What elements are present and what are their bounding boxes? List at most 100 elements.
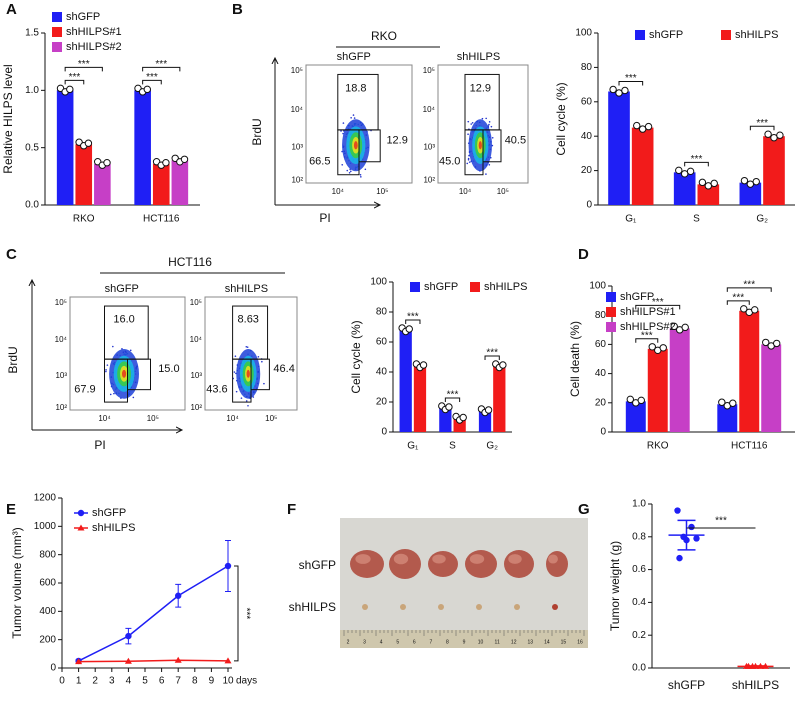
marker (688, 523, 695, 531)
flow-y-tick: 10³ (291, 143, 303, 152)
legend-label: shHILPS#2 (620, 321, 676, 333)
replicate (740, 176, 749, 185)
flow-title: RKO (371, 29, 397, 43)
gate-value: 18.8 (345, 83, 366, 95)
marker (693, 535, 700, 542)
y-axis-label: BrdU (250, 118, 264, 145)
y-tick-label: 40 (581, 131, 593, 142)
flow-x-tick: 10⁵ (497, 187, 509, 196)
gate-value: 12.9 (386, 134, 407, 146)
sd-bar (746, 665, 765, 668)
photo-label: shHILPS (289, 600, 336, 614)
event-dot (340, 130, 342, 132)
event-dot (485, 173, 487, 175)
ruler (340, 630, 588, 648)
y-tick-label: 0 (586, 200, 592, 211)
event-dot (467, 133, 469, 136)
event-dot (350, 116, 352, 119)
legend-swatch (606, 322, 616, 332)
y-tick-label: 60 (581, 96, 593, 107)
event-dot (485, 117, 487, 120)
tumor-shine (508, 554, 522, 564)
legend-label: shHILPS (92, 522, 135, 534)
replicate (675, 166, 683, 175)
bar (413, 366, 427, 432)
event-dot (346, 169, 349, 172)
legend-swatch (52, 42, 62, 52)
bar (739, 310, 760, 432)
replicate (180, 155, 189, 163)
ruler-number: 9 (463, 639, 466, 645)
bar (647, 348, 668, 432)
tumor-shine (432, 554, 446, 564)
legend-swatch (606, 307, 616, 317)
comparison-bracket (234, 565, 239, 662)
replicate (484, 406, 493, 414)
legend-label: shGFP (649, 29, 683, 41)
gate-right (127, 358, 151, 391)
bar (493, 366, 506, 432)
event-dot (112, 345, 114, 348)
gate-value: 67.9 (74, 384, 95, 396)
marker (77, 524, 85, 531)
gate-right (250, 358, 270, 391)
gate-value: 15.0 (158, 363, 179, 375)
x-tick-label: 9 (209, 676, 215, 687)
flow-y-tick: 10² (423, 176, 435, 185)
event-dot (342, 122, 345, 124)
bar (761, 344, 782, 432)
bar (608, 91, 630, 205)
y-tick-label: 0.0 (632, 663, 646, 674)
legend-label: shHILPS#2 (66, 41, 122, 53)
event-dot (488, 123, 490, 126)
flow-y-tick: 10⁴ (423, 105, 436, 114)
legend-label: shHILPS#1 (620, 306, 676, 318)
bar (673, 172, 696, 205)
sd-bar (677, 519, 696, 551)
comparison-label: *** (691, 154, 703, 165)
y-tick-label: 0.0 (25, 200, 39, 211)
flow-x-tick: 10⁵ (265, 414, 277, 423)
replicate (637, 396, 645, 405)
event-dot (257, 355, 260, 358)
legend-label: shGFP (424, 281, 458, 293)
x-tick-label: HCT116 (143, 214, 180, 225)
flow-y-tick: 10² (55, 403, 67, 412)
legend-swatch (470, 282, 480, 292)
gate-value: 66.5 (309, 156, 330, 168)
x-tick-label: RKO (73, 214, 95, 225)
ruler-number: 15 (561, 639, 567, 645)
flow-y-tick: 10³ (423, 143, 435, 152)
y-tick-label: 0.8 (632, 531, 646, 542)
replicate (621, 86, 629, 95)
bar (134, 90, 151, 205)
flow-y-tick: 10² (190, 403, 202, 412)
bar (56, 90, 74, 205)
event-dot (261, 360, 263, 363)
tumor-shine (393, 553, 409, 565)
gate-value: 45.0 (439, 156, 460, 168)
replicate (698, 178, 707, 187)
tumor (350, 550, 384, 578)
event-dot (491, 136, 494, 139)
event-dot (245, 400, 248, 402)
replicate (718, 398, 726, 406)
comparison-label: *** (732, 292, 744, 303)
marker (224, 562, 232, 570)
replicate (609, 85, 617, 94)
y-tick-label: 1.0 (632, 499, 646, 510)
panel-label: G (578, 501, 590, 518)
event-dot (348, 171, 351, 174)
x-tick-label: shHILPS (732, 678, 779, 692)
x-tick-label: S (693, 214, 700, 225)
comparison-label: *** (240, 608, 251, 620)
panel-label: D (578, 246, 589, 263)
plot-label: shGFP (337, 51, 371, 63)
ruler-number: 8 (446, 639, 449, 645)
comparison-label: *** (743, 279, 755, 290)
ruler-number: 6 (413, 639, 416, 645)
flow-y-tick: 10⁴ (55, 335, 68, 344)
y-tick-label: 0.4 (632, 597, 646, 608)
replicate (648, 343, 656, 351)
event-dot (263, 382, 265, 385)
